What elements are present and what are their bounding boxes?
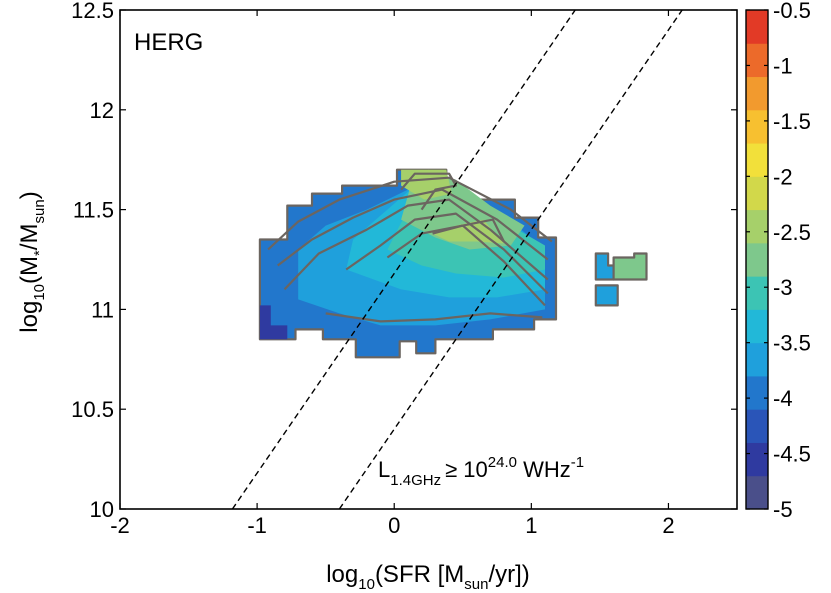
y-tick-label: 12.5 <box>71 0 114 23</box>
colorbar-segment <box>746 43 768 78</box>
colorbar-tick-label: -4.5 <box>773 442 811 467</box>
dashed-line-1 <box>338 9 683 510</box>
contour-line-0 <box>267 176 553 251</box>
y-tick-label: 10 <box>90 497 114 522</box>
panel-label: HERG <box>134 29 203 56</box>
x-axis-ticks: -2 -1 0 1 2 <box>110 10 675 538</box>
colorbar-frame <box>745 9 769 510</box>
contour-line-1 <box>277 188 549 267</box>
ylabel-sub: 10 <box>31 284 48 301</box>
ylabel-tail: ) <box>16 191 43 199</box>
contour-line-2 <box>283 198 549 291</box>
contour-line-3 <box>345 212 549 295</box>
colorbar-tick-label: -1.5 <box>773 109 811 134</box>
contour-line-7 <box>432 218 505 242</box>
colorbar-segment <box>746 242 768 277</box>
density-region-6 <box>401 169 452 200</box>
colorbar <box>745 9 769 510</box>
xlabel-tail: /yr]) <box>488 561 529 588</box>
colorbar-tick-label: -1 <box>773 53 793 78</box>
contour-line-6 <box>400 172 457 211</box>
xlabel-sub: 10 <box>358 576 375 593</box>
y-tick-label: 11.5 <box>73 198 114 223</box>
colorbar-tick-label: -4 <box>773 386 793 411</box>
luminosity-annotation: L1.4GHz ≥ 1024.0 WHz-1 <box>378 454 584 489</box>
y-axis-ticks: 10 10.5 11 11.5 12 12.5 <box>71 0 737 522</box>
y-tick-label: 12 <box>90 98 114 123</box>
colorbar-tick-label: -0.5 <box>773 0 811 23</box>
colorbar-tick-label: -2 <box>773 164 793 189</box>
annotation-unit: WHz <box>517 457 571 482</box>
ylabel-sub3: sun <box>31 199 48 223</box>
plot-frame <box>119 9 738 510</box>
density-contours <box>267 172 553 323</box>
ylabel-sub2: * <box>31 250 48 256</box>
colorbar-segment <box>746 276 768 310</box>
colorbar-segment <box>746 475 768 510</box>
annotation-sup2: -1 <box>571 454 584 471</box>
density-region-1 <box>259 305 288 340</box>
x-tick-label: 0 <box>388 513 400 538</box>
density-region-10 <box>594 284 619 307</box>
colorbar-tick-label: -3.5 <box>773 331 811 356</box>
xlabel-log: log <box>326 561 358 588</box>
colorbar-segment <box>746 209 768 244</box>
colorbar-segment <box>746 442 768 477</box>
colorbar-tick-label: -5 <box>773 497 793 522</box>
annotation-ge: ≥ 10 <box>445 457 488 482</box>
ylabel-log: log <box>16 301 43 333</box>
annotation-sup: 24.0 <box>488 454 517 471</box>
y-tick-label: 10.5 <box>71 397 114 422</box>
x-tick-label: 2 <box>662 513 674 538</box>
x-tick-label: -2 <box>110 513 130 538</box>
colorbar-ticks: -5 -4.5 -4 -3.5 -3 -2.5 -2 -1.5 -1 -0.5 <box>746 0 811 522</box>
colorbar-tick-label: -3 <box>773 275 793 300</box>
colorbar-segment <box>746 10 768 44</box>
xlabel-rest: (SFR [M <box>375 561 464 588</box>
y-tick-label: 11 <box>91 297 114 322</box>
colorbar-segment <box>746 143 768 177</box>
contour-line-5 <box>325 312 543 323</box>
colorbar-segment <box>746 309 768 344</box>
x-tick-label: 1 <box>525 513 537 538</box>
y-axis-label: log10(M*/Msun) <box>16 191 48 332</box>
dashed-line-0 <box>231 9 576 510</box>
ylabel-mid: /M <box>16 223 43 250</box>
colorbar-segment <box>746 76 768 111</box>
x-tick-label: -1 <box>247 513 267 538</box>
density-region-9 <box>612 252 648 281</box>
colorbar-segment <box>746 409 768 443</box>
dashed-luminosity-lines <box>231 9 683 510</box>
x-axis-label: log10(SFR [Msun/yr]) <box>326 561 530 593</box>
ylabel-rest: (M <box>16 256 43 284</box>
colorbar-tick-label: -2.5 <box>773 220 811 245</box>
colorbar-segment <box>746 176 768 211</box>
annotation-base: L <box>378 457 390 482</box>
colorbar-segment <box>746 109 768 144</box>
annotation-sub: 1.4GHz <box>390 472 441 489</box>
colorbar-segment <box>746 342 768 377</box>
xlabel-sub2: sun <box>464 576 488 593</box>
colorbar-segment <box>746 375 768 410</box>
